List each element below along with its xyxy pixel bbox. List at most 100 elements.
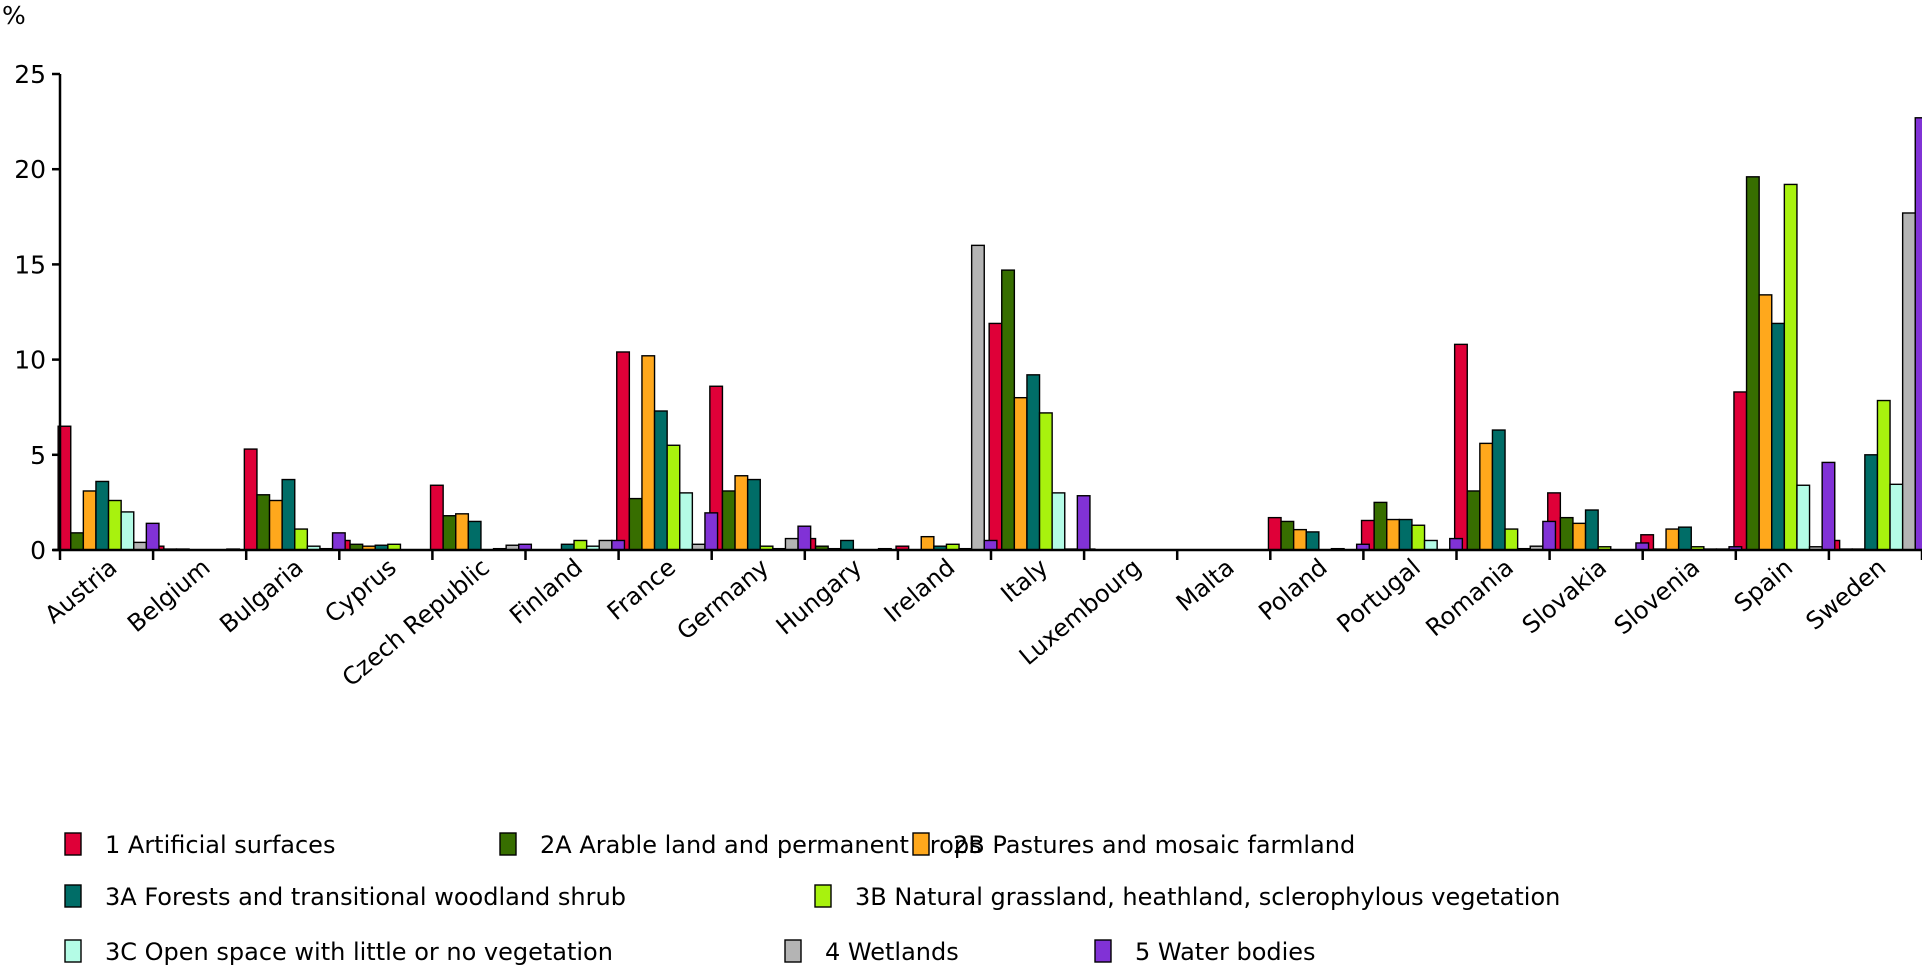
bar	[429, 484, 444, 551]
bar	[628, 497, 643, 551]
x-tick-label: Belgium	[122, 553, 215, 638]
y-tick-label: 25	[14, 60, 46, 89]
bar	[95, 480, 110, 551]
bar	[1914, 117, 1922, 551]
bar	[268, 499, 283, 551]
x-tick-label: Slovakia	[1517, 553, 1612, 639]
bar	[1745, 176, 1760, 551]
bar	[243, 448, 258, 551]
bar	[611, 539, 626, 551]
bar	[1449, 537, 1464, 551]
bar	[1411, 524, 1426, 551]
bar	[721, 490, 736, 551]
bar	[1821, 461, 1836, 551]
bar	[1758, 294, 1773, 551]
legend-label: 2B Pastures and mosaic farmland	[953, 831, 1355, 859]
x-tick-label: Ireland	[879, 553, 961, 628]
bar	[704, 512, 719, 551]
legend-label: 2A Arable land and permanent crops	[540, 831, 982, 859]
legend-label: 3A Forests and transitional woodland shr…	[105, 883, 626, 911]
y-tick-label: 5	[30, 441, 46, 470]
bar	[1292, 528, 1307, 551]
bar	[1665, 528, 1680, 551]
bar	[1771, 322, 1786, 551]
x-tick-label: Italy	[996, 553, 1054, 608]
legend-label: 3B Natural grassland, heathland, sclerop…	[855, 883, 1560, 911]
legend-label: 3C Open space with little or no vegetati…	[105, 938, 613, 966]
bar	[1677, 526, 1692, 551]
bar	[1423, 539, 1438, 551]
bar	[120, 511, 135, 551]
bar	[1796, 484, 1811, 551]
bar	[1051, 492, 1066, 551]
x-tick-label: Germany	[672, 553, 775, 645]
bar	[455, 513, 470, 551]
bar	[1572, 522, 1587, 551]
bar	[1013, 396, 1028, 551]
bar	[467, 520, 482, 551]
bar	[294, 528, 309, 551]
legend-swatch	[64, 939, 82, 963]
bar	[988, 322, 1003, 551]
x-tick-label: Finland	[504, 553, 588, 630]
bar	[1504, 528, 1519, 551]
bar	[1783, 183, 1798, 551]
legend-label: 1 Artificial surfaces	[105, 831, 335, 859]
bar	[145, 522, 160, 551]
bar	[1453, 343, 1468, 551]
bar	[1001, 269, 1016, 551]
x-tick-label: Spain	[1729, 553, 1798, 618]
x-tick-label: France	[602, 553, 681, 626]
bar	[1542, 520, 1557, 551]
x-tick-label: Slovenia	[1609, 553, 1705, 640]
bar	[1559, 516, 1574, 551]
bar	[784, 537, 799, 551]
bar	[1889, 483, 1904, 551]
y-tick-label: 20	[14, 155, 46, 184]
x-tick-label: Romania	[1421, 553, 1519, 642]
bar	[573, 539, 588, 551]
bar	[1584, 509, 1599, 551]
x-tick-label: Bulgaria	[214, 553, 308, 638]
bar	[1038, 412, 1053, 551]
bar	[679, 492, 694, 551]
y-axis-label: %	[2, 1, 26, 30]
legend-label: 5 Water bodies	[1135, 938, 1316, 966]
bar	[1901, 212, 1916, 551]
bar	[734, 475, 749, 551]
bar	[1267, 516, 1282, 551]
legend-swatch	[912, 832, 930, 856]
bar	[797, 525, 812, 551]
bar	[1733, 391, 1748, 551]
legend: 1 Artificial surfaces 2A Arable land and …	[64, 831, 1560, 966]
y-tick-label: 10	[14, 346, 46, 375]
x-tick-label: Cyprus	[320, 553, 402, 628]
bar	[1386, 518, 1401, 551]
bar	[82, 490, 97, 551]
bar	[1305, 531, 1320, 551]
bar	[331, 532, 346, 551]
x-tick-label: Austria	[39, 553, 122, 629]
bar	[616, 351, 631, 551]
bar	[70, 532, 85, 551]
x-tick-label: Malta	[1171, 553, 1240, 617]
bar	[970, 244, 985, 551]
bar	[1466, 490, 1481, 551]
bar	[920, 535, 935, 551]
x-tick-label: Portugal	[1332, 553, 1426, 638]
bar	[1876, 399, 1891, 551]
legend-swatch	[1094, 939, 1112, 963]
bar	[1491, 429, 1506, 551]
bar	[1479, 442, 1494, 551]
bar	[107, 499, 122, 551]
legend-swatch	[64, 884, 82, 908]
legend-swatch	[814, 884, 832, 908]
bar	[666, 444, 681, 551]
bar	[840, 539, 855, 551]
bar	[1398, 518, 1413, 551]
y-tick-label: 15	[14, 250, 46, 279]
axes	[53, 74, 1922, 560]
y-tick-label: 0	[30, 536, 46, 565]
